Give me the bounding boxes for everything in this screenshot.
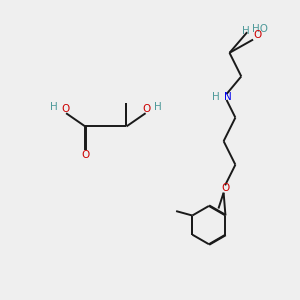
Text: O: O [142,104,151,114]
Text: H: H [154,102,162,112]
Text: O: O [61,104,69,114]
Text: H: H [242,26,250,36]
Text: O: O [81,150,89,160]
Text: H: H [212,92,220,102]
Text: O: O [253,30,262,40]
Text: HO: HO [252,24,268,34]
Text: N: N [224,92,232,102]
Text: O: O [221,183,229,193]
Text: H: H [50,102,58,112]
